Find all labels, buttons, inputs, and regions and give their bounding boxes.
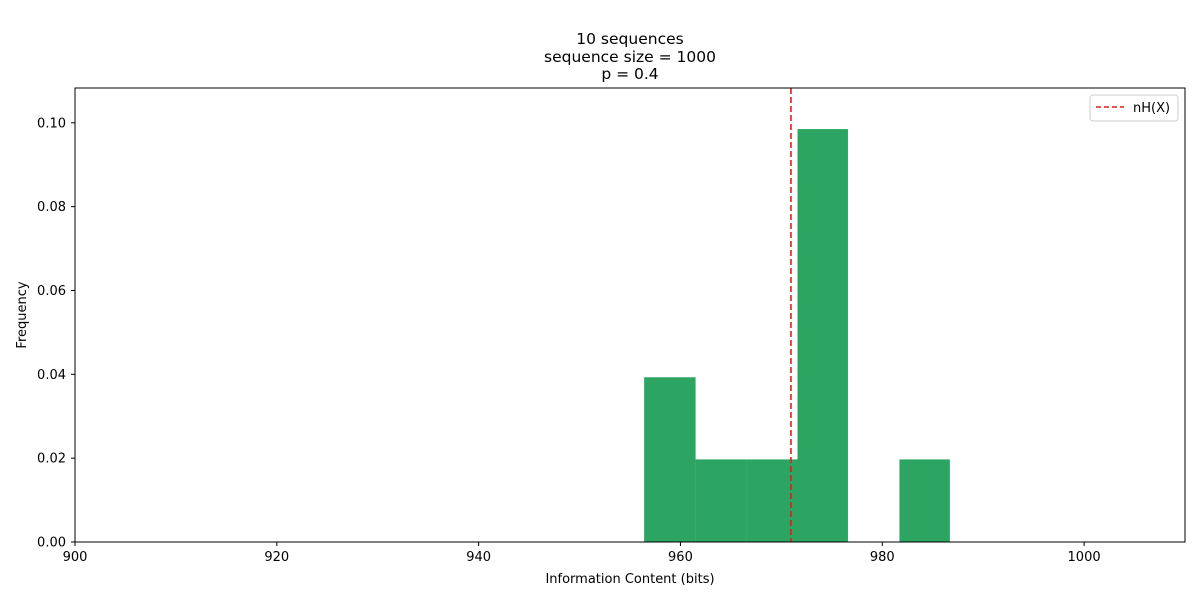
histogram-bar-5 <box>899 459 950 542</box>
chart-title-line-2: sequence size = 1000 <box>544 48 716 66</box>
y-tick-label: 0.06 <box>37 284 66 299</box>
axes-frame <box>74 87 1186 543</box>
y-tick-label: 0.10 <box>37 116 66 131</box>
x-tick-label: 920 <box>264 550 289 565</box>
chart-title-line-1: 10 sequences <box>576 30 684 48</box>
x-tick-label: 900 <box>63 550 88 565</box>
histogram-bar-0 <box>644 377 696 542</box>
legend-label: nH(X) <box>1133 101 1170 116</box>
legend: nH(X) <box>1089 94 1179 122</box>
y-tick-label: 0.04 <box>37 368 66 383</box>
x-tick-label: 940 <box>466 550 491 565</box>
x-tick-label: 980 <box>870 550 895 565</box>
y-axis-ticks: 0.00 0.02 0.04 0.06 0.08 0.10 <box>37 116 75 551</box>
y-axis-label: Frequency <box>15 281 30 348</box>
x-tick-label: 960 <box>668 550 693 565</box>
x-axis-label: Information Content (bits) <box>545 572 714 587</box>
y-tick-label: 0.08 <box>37 200 66 215</box>
histogram-bar-1 <box>695 459 747 542</box>
legend-box <box>1089 94 1179 122</box>
histogram-bars <box>644 129 950 542</box>
y-tick-label: 0.02 <box>37 452 66 467</box>
x-tick-label: 1000 <box>1068 550 1101 565</box>
histogram-bar-2 <box>746 459 798 542</box>
y-tick-label: 0.00 <box>37 536 66 551</box>
x-axis-ticks: 900 920 940 960 980 1000 <box>63 542 1101 565</box>
chart-title-line-3: p = 0.4 <box>601 65 659 83</box>
histogram-bar-3 <box>797 129 848 542</box>
